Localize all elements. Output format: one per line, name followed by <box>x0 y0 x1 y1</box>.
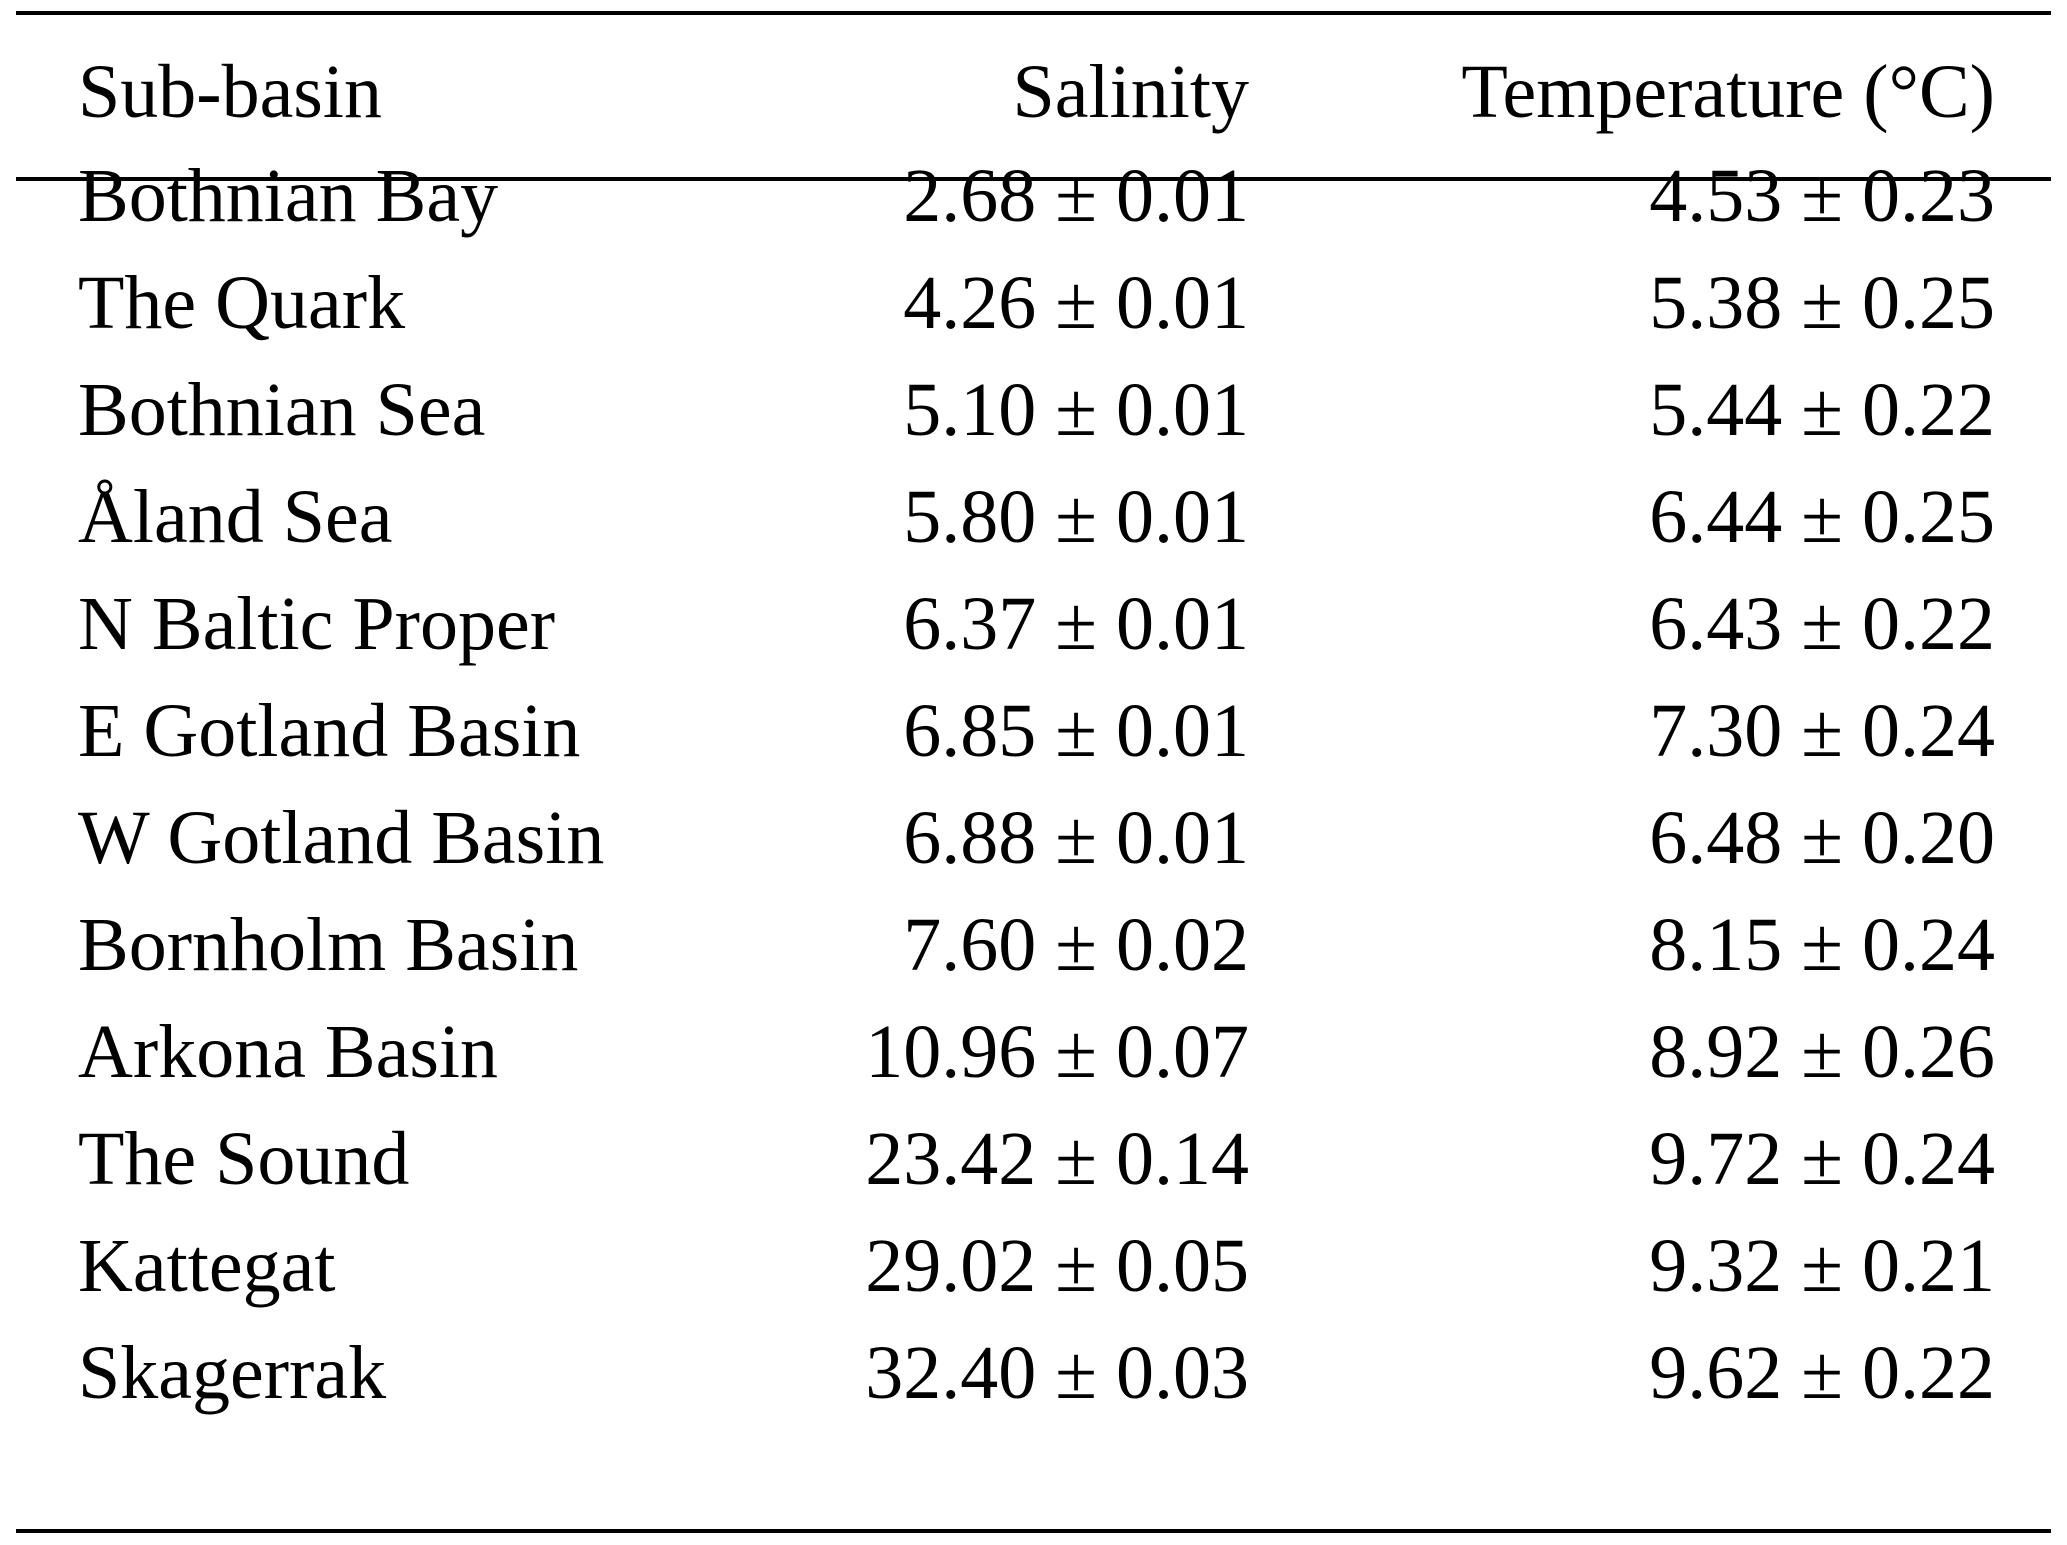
cell-temperature: 9.62 ± 0.22 <box>1649 1331 1995 1415</box>
table-row: The Sound 23.42 ± 0.14 9.72 ± 0.24 <box>0 1109 2067 1209</box>
header-temperature: Temperature (°C) <box>1461 50 1995 134</box>
table-top-rule <box>16 11 2051 15</box>
cell-salinity: 29.02 ± 0.05 <box>865 1224 1249 1308</box>
table-row: E Gotland Basin 6.85 ± 0.01 7.30 ± 0.24 <box>0 681 2067 781</box>
cell-temperature: 5.38 ± 0.25 <box>1649 261 1995 345</box>
cell-temperature: 8.15 ± 0.24 <box>1649 903 1995 987</box>
cell-temperature: 5.44 ± 0.22 <box>1649 368 1995 452</box>
table-row: W Gotland Basin 6.88 ± 0.01 6.48 ± 0.20 <box>0 788 2067 888</box>
cell-salinity: 2.68 ± 0.01 <box>903 154 1249 238</box>
cell-salinity: 6.85 ± 0.01 <box>903 689 1249 773</box>
cell-sub-basin: Bornholm Basin <box>78 903 579 987</box>
cell-temperature: 6.43 ± 0.22 <box>1649 582 1995 666</box>
cell-temperature: 8.92 ± 0.26 <box>1649 1010 1995 1094</box>
header-salinity: Salinity <box>1012 50 1249 134</box>
cell-temperature: 9.72 ± 0.24 <box>1649 1117 1995 1201</box>
cell-temperature: 6.44 ± 0.25 <box>1649 475 1995 559</box>
header-sub-basin: Sub-basin <box>78 50 382 134</box>
cell-sub-basin: Bothnian Sea <box>78 368 486 452</box>
cell-salinity: 32.40 ± 0.03 <box>865 1331 1249 1415</box>
cell-salinity: 5.10 ± 0.01 <box>903 368 1249 452</box>
table-row: Arkona Basin 10.96 ± 0.07 8.92 ± 0.26 <box>0 1002 2067 1102</box>
cell-sub-basin: The Quark <box>78 261 406 345</box>
table-row: Åland Sea 5.80 ± 0.01 6.44 ± 0.25 <box>0 467 2067 567</box>
table-row: Bornholm Basin 7.60 ± 0.02 8.15 ± 0.24 <box>0 895 2067 995</box>
table-row: Skagerrak 32.40 ± 0.03 9.62 ± 0.22 <box>0 1323 2067 1423</box>
cell-salinity: 5.80 ± 0.01 <box>903 475 1249 559</box>
table-header-rule <box>16 177 2051 181</box>
cell-salinity: 23.42 ± 0.14 <box>865 1117 1249 1201</box>
cell-temperature: 9.32 ± 0.21 <box>1649 1224 1995 1308</box>
cell-sub-basin: Kattegat <box>78 1224 336 1308</box>
cell-temperature: 4.53 ± 0.23 <box>1649 154 1995 238</box>
table-row: Kattegat 29.02 ± 0.05 9.32 ± 0.21 <box>0 1216 2067 1316</box>
table-bottom-rule <box>16 1529 2051 1533</box>
cell-sub-basin: W Gotland Basin <box>78 796 605 880</box>
cell-salinity: 6.88 ± 0.01 <box>903 796 1249 880</box>
table-row: N Baltic Proper 6.37 ± 0.01 6.43 ± 0.22 <box>0 574 2067 674</box>
cell-salinity: 10.96 ± 0.07 <box>865 1010 1249 1094</box>
cell-salinity: 6.37 ± 0.01 <box>903 582 1249 666</box>
table-row: Bothnian Bay 2.68 ± 0.01 4.53 ± 0.23 <box>0 146 2067 246</box>
table-row: Bothnian Sea 5.10 ± 0.01 5.44 ± 0.22 <box>0 360 2067 460</box>
cell-temperature: 6.48 ± 0.20 <box>1649 796 1995 880</box>
cell-sub-basin: N Baltic Proper <box>78 582 556 666</box>
cell-sub-basin: Åland Sea <box>78 475 393 559</box>
cell-sub-basin: E Gotland Basin <box>78 689 581 773</box>
cell-sub-basin: Arkona Basin <box>78 1010 499 1094</box>
cell-sub-basin: Skagerrak <box>78 1331 387 1415</box>
cell-salinity: 7.60 ± 0.02 <box>903 903 1249 987</box>
cell-salinity: 4.26 ± 0.01 <box>903 261 1249 345</box>
cell-sub-basin: The Sound <box>78 1117 410 1201</box>
table-row: The Quark 4.26 ± 0.01 5.38 ± 0.25 <box>0 253 2067 353</box>
cell-sub-basin: Bothnian Bay <box>78 154 499 238</box>
table-header-row: Sub-basin Salinity Temperature (°C) <box>0 42 2067 142</box>
cell-temperature: 7.30 ± 0.24 <box>1649 689 1995 773</box>
